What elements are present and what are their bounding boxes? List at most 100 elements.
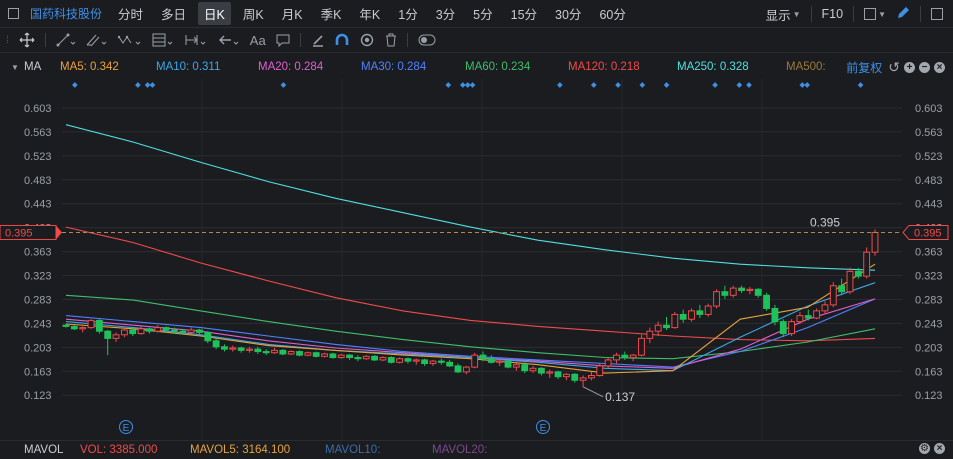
ma-line [65,294,876,360]
period-tab[interactable]: 年K [359,8,381,22]
candle-up [821,304,829,312]
candle-down [387,357,395,363]
ma-legend-item[interactable]: MA5: 0.342 [60,61,119,73]
vol-value: VOL: 3385.000 [80,444,158,456]
period-tab[interactable]: 1分 [398,8,418,22]
toggle-visibility-icon[interactable] [418,34,436,46]
period-tab[interactable]: 季K [320,8,342,22]
ma-legend-item[interactable]: MA10: 0.311 [156,61,221,73]
period-tab[interactable]: 60分 [599,8,626,22]
chevron-down-icon: ▼ [878,9,886,19]
candle-up [379,357,387,361]
period-tab[interactable]: 分时 [118,8,144,22]
window-icon[interactable] [931,8,943,20]
y-tick-label-right: 0.563 [915,127,943,139]
f10-button[interactable]: F10 [821,7,844,21]
price-tag-arrow-left [56,225,62,240]
ma-legend-item[interactable]: MA60: 0.234 [465,61,531,73]
adjust-mode-label[interactable]: 前复权 [846,61,883,75]
period-tab[interactable]: 5分 [473,8,493,22]
period-tab[interactable]: 3分 [435,8,456,22]
eraser-icon[interactable] [311,33,325,47]
text-tool-icon[interactable]: Aa [249,32,266,48]
candle-up [529,367,537,372]
close-icon[interactable]: × [934,443,945,454]
candle-up [154,327,162,332]
ma-line [65,263,876,374]
period-tab[interactable]: 月K [281,8,303,22]
candle-down [279,349,287,355]
zoom-out-icon[interactable]: − [919,62,930,73]
event-dot [460,82,466,88]
fibonacci-tool-icon[interactable] [152,33,174,47]
event-marker-circle [119,420,133,434]
candle-down [104,330,112,339]
event-marker-label: E [540,423,547,434]
layout-dropdown[interactable]: ▼ [864,8,886,20]
display-dropdown[interactable]: 显示 ▼ [766,5,801,24]
ma-legend-item[interactable]: MA500: [786,61,826,73]
candle-up [788,321,796,335]
event-dot [746,82,752,88]
period-tab[interactable]: 日K [198,2,231,25]
draw-pen-icon[interactable] [896,6,910,23]
candle-up [829,285,837,306]
comment-icon[interactable] [276,33,290,47]
settings-icon[interactable]: ⚙ [919,443,930,454]
candle-up [654,324,662,332]
candle-down [571,373,579,381]
ma-legend-item[interactable]: MA120: 0.218 [568,61,640,73]
period-tab[interactable]: 多日 [161,8,187,22]
reset-icon[interactable]: ↺ [888,59,900,75]
wave-tool-icon[interactable] [117,33,142,47]
sidebar-toggle-icon[interactable] [8,8,19,19]
collapse-icon[interactable]: ▼ [11,63,19,72]
price-tag-right [902,224,949,240]
y-tick-label-right: 0.443 [915,199,943,211]
ma-legend-item[interactable]: MA20: 0.284 [258,61,324,73]
divider [299,33,301,47]
y-axis-left: 0.6030.5630.5230.4830.4430.4030.3630.323… [24,103,52,402]
candle-up [671,313,679,329]
crosshair-icon[interactable] [19,32,35,48]
arrow-tool-icon[interactable] [218,33,240,47]
candle-up [638,337,645,356]
magnet-icon[interactable] [335,33,349,47]
zoom-in-icon[interactable]: + [904,62,915,73]
ma-label[interactable]: MA [24,61,42,73]
candle-up [429,360,437,365]
event-dot [72,82,78,88]
period-tab[interactable]: 15分 [510,8,538,22]
event-dot [639,82,646,88]
range-tool-icon[interactable] [184,33,208,47]
event-marker-circle [536,420,550,434]
candle-up [562,373,570,378]
event-dot [799,82,806,88]
layout-icon [864,8,877,20]
stock-name[interactable]: 国药科技股份 [30,7,103,21]
y-tick-label-right: 0.363 [915,247,943,259]
event-marker-label: E [123,423,130,434]
close-icon[interactable]: × [934,62,945,73]
candle-down [212,340,220,348]
eye-icon[interactable] [359,33,375,47]
candle-up [187,329,195,333]
kline-chart[interactable]: 0.6030.5630.5230.4830.4430.4030.3630.323… [0,79,953,440]
mavol-label[interactable]: MAVOL [24,444,64,456]
ma-legend-item[interactable]: MA30: 0.284 [361,61,427,73]
y-tick-label-right: 0.203 [915,342,943,354]
candle-down [371,355,379,361]
period-tab[interactable]: 周K [242,8,264,22]
period-tab[interactable]: 30分 [555,8,582,22]
channel-tool-icon[interactable] [86,33,108,47]
trash-icon[interactable] [385,33,397,47]
candle-down [754,288,762,296]
y-tick-label-left: 0.483 [24,175,52,187]
candle-down [296,351,303,356]
line-tool-icon[interactable] [56,33,76,47]
ma-legend-item[interactable]: MA250: 0.328 [677,61,749,73]
event-dot [615,82,621,88]
candle-up [813,310,821,319]
y-tick-label-right: 0.283 [915,294,943,306]
candle-down [804,315,812,319]
